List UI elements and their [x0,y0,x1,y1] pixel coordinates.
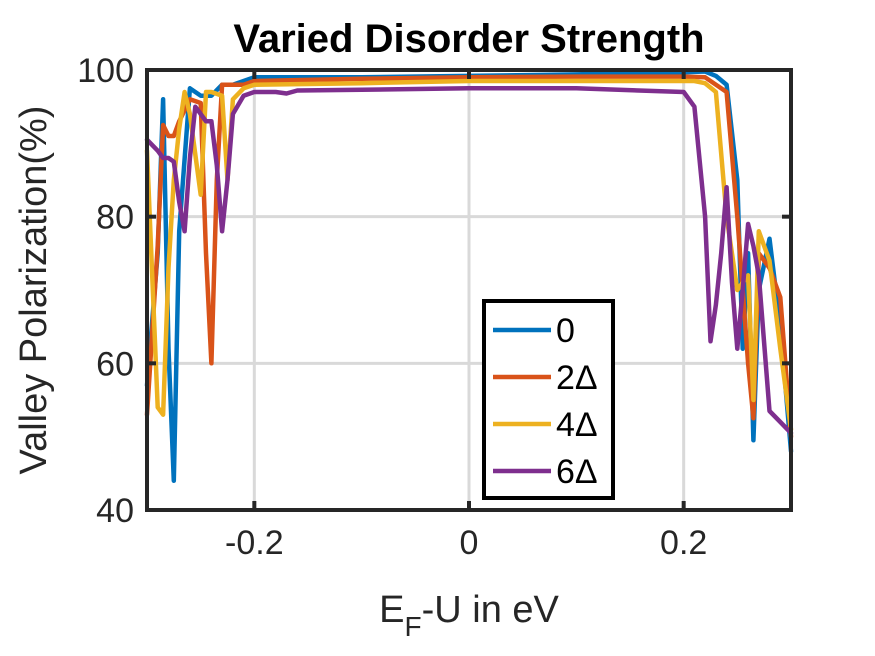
axis-ticks: -0.2 0 0.2 40 60 80 100 [77,52,791,562]
y-tick-label: 60 [96,345,134,383]
chart-title: Varied Disorder Strength [233,17,704,61]
y-tick-label: 100 [77,52,134,90]
legend-items: 0 2Δ 4Δ 6Δ [493,312,598,491]
y-tick-label: 80 [96,199,134,237]
series-line-3 [144,86,794,436]
x-tick-label: 0.2 [660,524,707,562]
x-axis-label: EF-U in eV [379,589,559,642]
legend: 0 2Δ 4Δ 6Δ [482,299,615,500]
x-tick-label: 0 [460,524,479,562]
x-tick-label: -0.2 [225,524,284,562]
legend-box [482,299,615,500]
x-axis-label-subscript: F [404,611,421,642]
legend-label: 4Δ [556,406,598,444]
legend-label: 0 [556,312,575,350]
series-line-2 [144,78,794,432]
y-axis-label: Valley Polarization(%) [13,106,55,475]
x-axis-label-main: E [379,589,404,631]
y-tick-label: 40 [96,492,134,530]
legend-label: 6Δ [556,453,598,491]
x-axis-label-rest: -U in eV [422,589,560,631]
legend-label: 2Δ [556,359,598,397]
grid-lines [147,68,791,512]
plot-series [144,69,794,483]
